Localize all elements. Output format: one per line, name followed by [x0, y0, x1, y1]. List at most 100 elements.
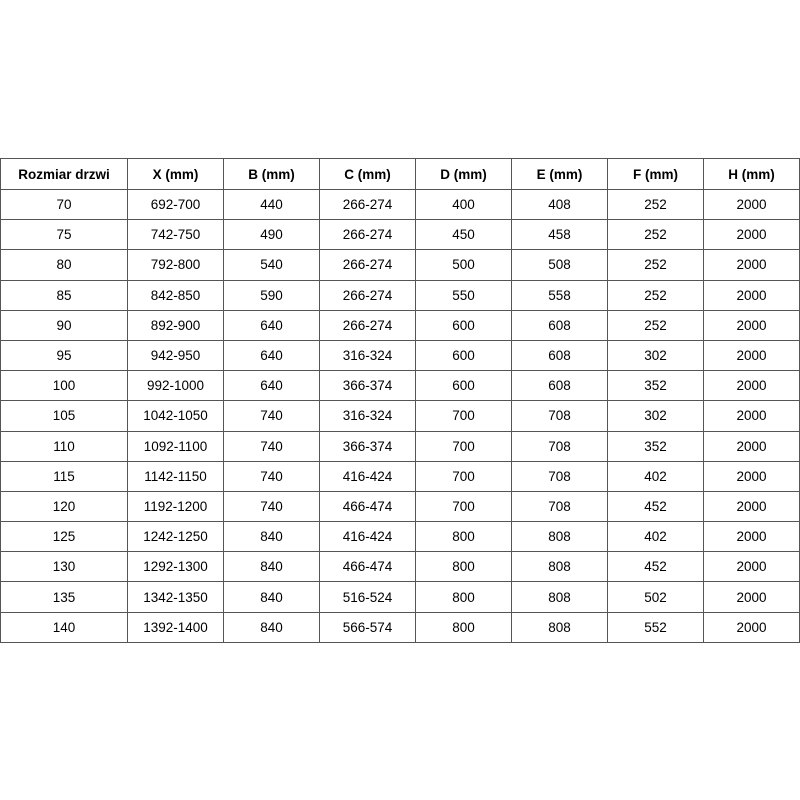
table-cell: 808: [511, 611, 608, 643]
table-cell: 120: [0, 490, 128, 523]
table-cell: 1092-1100: [127, 430, 224, 462]
table-cell: 700: [415, 400, 512, 432]
column-header: H (mm): [703, 158, 800, 190]
column-header: X (mm): [127, 158, 224, 190]
table-cell: 1392-1400: [127, 611, 224, 643]
table-cell: 466-474: [319, 551, 416, 583]
table-cell: 252: [607, 249, 704, 281]
table-cell: 2000: [703, 611, 800, 643]
table-row: 100 992-1000 640 366-374 600 608 352 2000: [0, 370, 800, 402]
table-cell: 2000: [703, 219, 800, 251]
table-cell: 440: [223, 188, 320, 221]
table-row: 105 1042-1050 740 316-324 700 708 302 2000: [0, 400, 800, 432]
column-header: D (mm): [415, 158, 512, 190]
table-row: 85 842-850 590 266-274 550 558 252 2000: [0, 279, 800, 311]
table-cell: 90: [0, 309, 128, 341]
table-cell: 316-324: [319, 339, 416, 372]
table-cell: 792-800: [127, 249, 224, 281]
table-cell: 800: [415, 551, 512, 583]
table-cell: 558: [511, 279, 608, 311]
table-cell: 302: [607, 400, 704, 432]
table-cell: 692-700: [127, 188, 224, 221]
table-cell: 2000: [703, 279, 800, 311]
column-header: Rozmiar drzwi: [0, 158, 128, 190]
table-cell: 458: [511, 219, 608, 251]
table-cell: 502: [607, 581, 704, 613]
table-row: 120 1192-1200 740 466-474 700 708 452 2000: [0, 490, 800, 523]
table-cell: 840: [223, 521, 320, 553]
table-cell: 508: [511, 249, 608, 281]
table-cell: 115: [0, 460, 128, 492]
table-cell: 105: [0, 400, 128, 432]
table-cell: 450: [415, 219, 512, 251]
table-cell: 95: [0, 339, 128, 372]
table-cell: 452: [607, 490, 704, 523]
table-row: 110 1092-1100 740 366-374 700 708 352 2000: [0, 430, 800, 462]
table-row: 130 1292-1300 840 466-474 800 808 452 2000: [0, 551, 800, 583]
table-cell: 600: [415, 339, 512, 372]
dimensions-table: Rozmiar drzwi X (mm) B (mm) C (mm) D (mm) E (…: [0, 158, 800, 643]
table-cell: 110: [0, 430, 128, 462]
table-cell: 840: [223, 611, 320, 643]
table-cell: 942-950: [127, 339, 224, 372]
table-cell: 252: [607, 279, 704, 311]
table-cell: 540: [223, 249, 320, 281]
table-cell: 566-574: [319, 611, 416, 643]
table-row: 80 792-800 540 266-274 500 508 252 2000: [0, 249, 800, 281]
table-cell: 550: [415, 279, 512, 311]
table-cell: 840: [223, 551, 320, 583]
table-cell: 2000: [703, 460, 800, 492]
table-cell: 842-850: [127, 279, 224, 311]
table-cell: 808: [511, 521, 608, 553]
table-cell: 85: [0, 279, 128, 311]
table-cell: 352: [607, 430, 704, 462]
table-cell: 742-750: [127, 219, 224, 251]
table-cell: 700: [415, 460, 512, 492]
table-cell: 490: [223, 219, 320, 251]
table-cell: 808: [511, 551, 608, 583]
table-cell: 992-1000: [127, 370, 224, 402]
table-cell: 352: [607, 370, 704, 402]
table-cell: 740: [223, 400, 320, 432]
table-row: 135 1342-1350 840 516-524 800 808 502 2000: [0, 581, 800, 613]
table-cell: 408: [511, 188, 608, 221]
table-cell: 2000: [703, 249, 800, 281]
table-cell: 892-900: [127, 309, 224, 341]
table-cell: 2000: [703, 339, 800, 372]
table-row: 140 1392-1400 840 566-574 800 808 552 2000: [0, 611, 800, 643]
table-cell: 800: [415, 581, 512, 613]
table-cell: 135: [0, 581, 128, 613]
table-cell: 70: [0, 188, 128, 221]
table-row: 125 1242-1250 840 416-424 800 808 402 2000: [0, 521, 800, 553]
table-cell: 252: [607, 309, 704, 341]
table-cell: 808: [511, 581, 608, 613]
table-cell: 516-524: [319, 581, 416, 613]
table-cell: 552: [607, 611, 704, 643]
table-cell: 640: [223, 309, 320, 341]
table-cell: 708: [511, 490, 608, 523]
table-cell: 366-374: [319, 370, 416, 402]
table-cell: 402: [607, 521, 704, 553]
table-cell: 2000: [703, 188, 800, 221]
table-cell: 800: [415, 611, 512, 643]
table-cell: 2000: [703, 309, 800, 341]
table-cell: 316-324: [319, 400, 416, 432]
table-cell: 130: [0, 551, 128, 583]
table-cell: 2000: [703, 521, 800, 553]
table-row: 95 942-950 640 316-324 600 608 302 2000: [0, 339, 800, 372]
table-cell: 266-274: [319, 188, 416, 221]
table-cell: 140: [0, 611, 128, 643]
table-cell: 600: [415, 370, 512, 402]
table-cell: 266-274: [319, 279, 416, 311]
table-cell: 1142-1150: [127, 460, 224, 492]
table-cell: 416-424: [319, 521, 416, 553]
table-cell: 1042-1050: [127, 400, 224, 432]
table-cell: 1192-1200: [127, 490, 224, 523]
column-header: C (mm): [319, 158, 416, 190]
table-cell: 400: [415, 188, 512, 221]
table-cell: 2000: [703, 551, 800, 583]
table-cell: 252: [607, 188, 704, 221]
table-cell: 608: [511, 309, 608, 341]
table-cell: 366-374: [319, 430, 416, 462]
table-cell: 640: [223, 370, 320, 402]
